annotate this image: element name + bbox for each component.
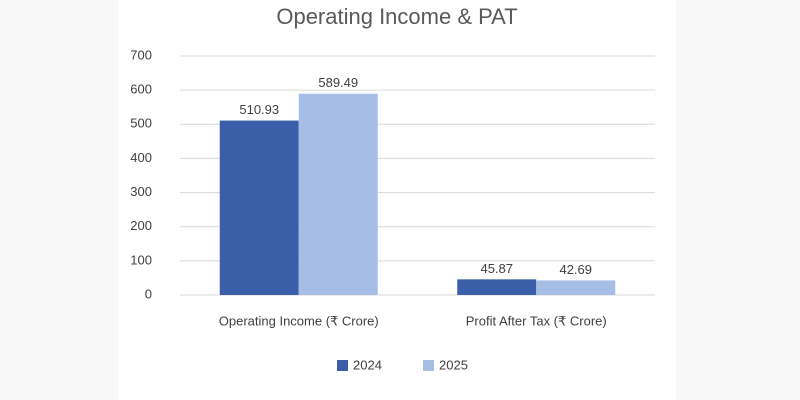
value-label: 42.69 <box>559 262 592 277</box>
y-tick-label: 0 <box>145 286 152 301</box>
chart-panel <box>118 0 676 400</box>
chart-title: Operating Income & PAT <box>276 4 517 29</box>
x-tick-label: Operating Income (₹ Crore) <box>219 313 379 328</box>
bar <box>457 279 537 295</box>
legend-label: 2025 <box>439 357 468 372</box>
y-tick-label: 500 <box>130 116 152 131</box>
y-tick-label: 600 <box>130 82 152 97</box>
bar <box>536 280 616 295</box>
value-label: 510.93 <box>239 102 279 117</box>
legend-swatch <box>337 360 348 371</box>
legend-label: 2024 <box>353 357 382 372</box>
value-label: 589.49 <box>318 75 358 90</box>
y-tick-label: 200 <box>130 218 152 233</box>
legend-swatch <box>423 360 434 371</box>
bar <box>298 93 378 296</box>
y-tick-label: 100 <box>130 252 152 267</box>
x-tick-label: Profit After Tax (₹ Crore) <box>466 313 607 328</box>
y-tick-label: 400 <box>130 150 152 165</box>
value-label: 45.87 <box>480 261 513 276</box>
y-tick-label: 300 <box>130 184 152 199</box>
y-tick-label: 700 <box>130 47 152 62</box>
bar <box>219 120 299 296</box>
